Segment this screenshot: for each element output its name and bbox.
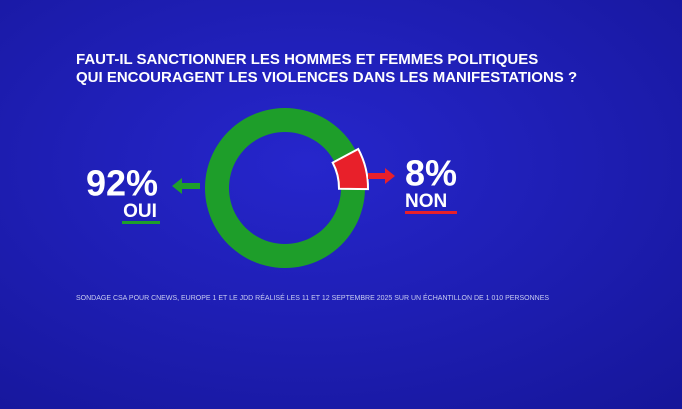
donut-slice xyxy=(331,147,369,191)
underline xyxy=(122,221,160,224)
title-line: QUI ENCOURAGENT LES VIOLENCES DANS LES M… xyxy=(76,69,577,86)
source-note: SONDAGE CSA POUR CNEWS, EUROPE 1 ET LE J… xyxy=(76,293,549,302)
underline xyxy=(405,211,457,214)
arrow xyxy=(368,168,395,184)
category-label: OUI xyxy=(123,201,157,222)
arrow xyxy=(172,178,200,194)
value-label: 8% xyxy=(405,153,457,194)
category-label: NON xyxy=(405,191,447,212)
donut-slice xyxy=(204,107,365,268)
title-line: FAUT-IL SANCTIONNER LES HOMMES ET FEMMES… xyxy=(76,51,538,68)
value-label: 92% xyxy=(86,163,158,204)
